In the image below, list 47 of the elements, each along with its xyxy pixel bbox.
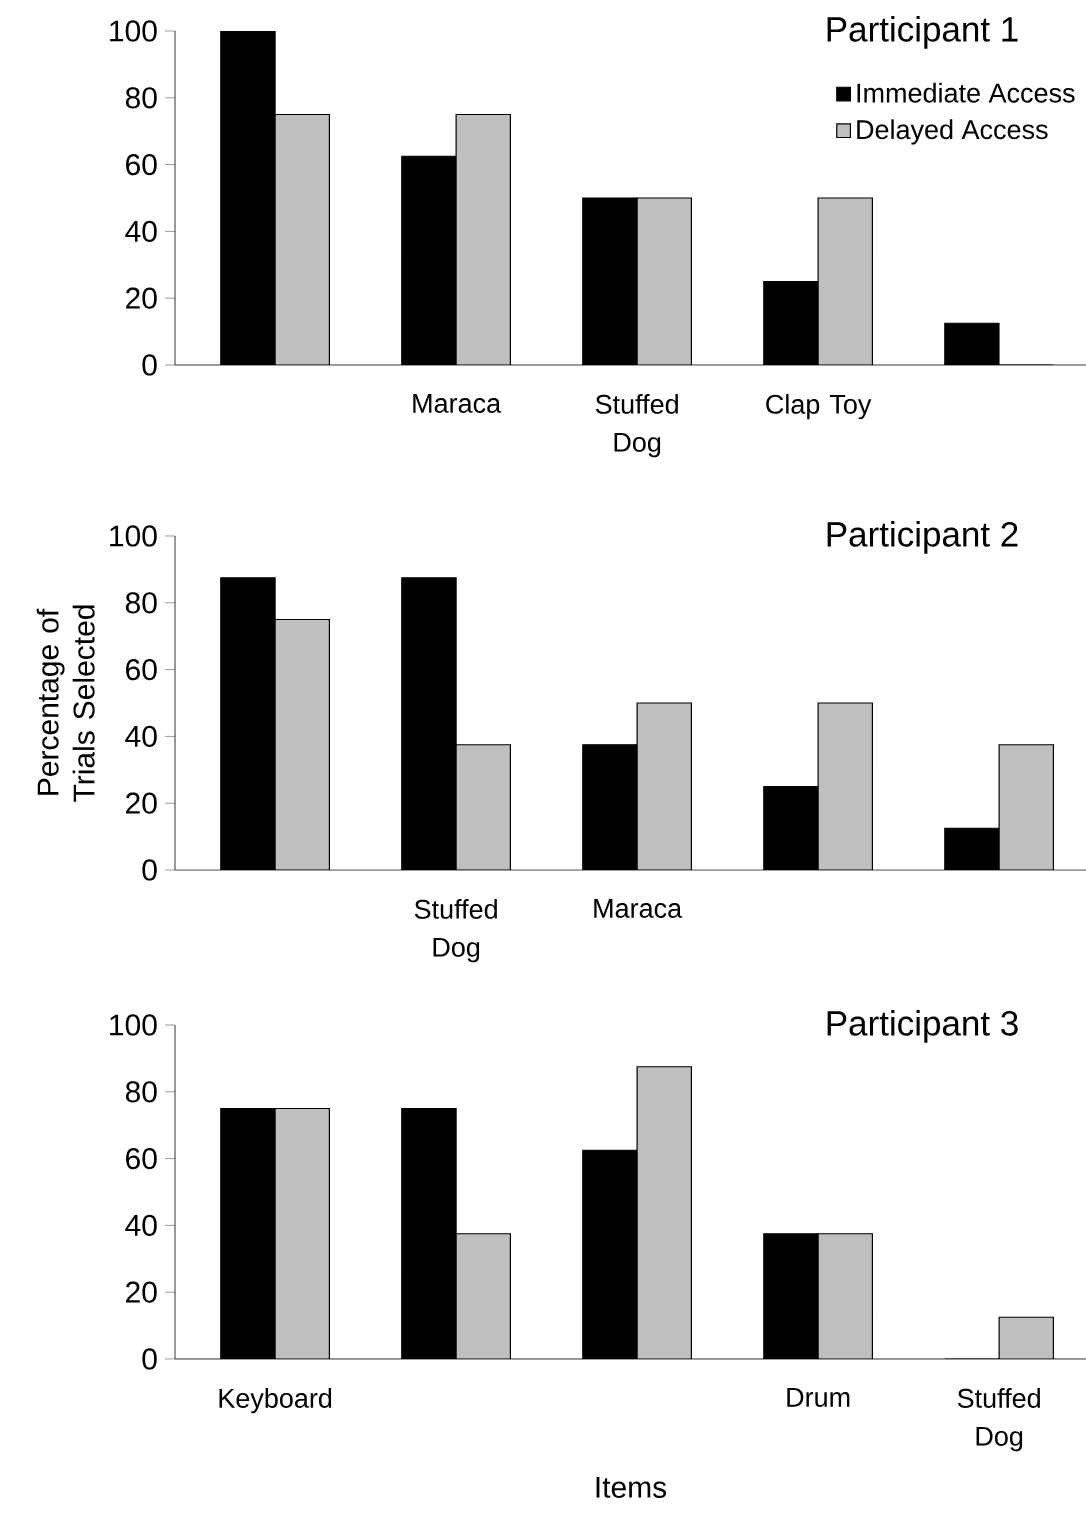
y-tick-label: 80 — [125, 87, 157, 109]
bar — [456, 114, 511, 365]
x-tick-label: Maraca — [413, 394, 502, 413]
y-tick-label: 100 — [110, 1014, 157, 1036]
y-tick-label: 60 — [126, 658, 157, 681]
bar — [275, 619, 330, 870]
bar — [456, 744, 511, 870]
y-tick-label: 20 — [126, 1281, 157, 1303]
x-axis-title: Items — [596, 1476, 667, 1498]
legend-label: Delayed Access — [857, 119, 1048, 145]
bar — [818, 1233, 873, 1359]
x-tick-label: Keyboard — [219, 1388, 332, 1414]
chart-title: Participant 2 — [827, 521, 1018, 554]
y-tick-label: 20 — [126, 287, 157, 309]
y-tick-label: 80 — [125, 1081, 157, 1103]
x-tick-label: Stuffed Dog — [957, 1388, 1040, 1452]
y-tick-label: 20 — [126, 792, 157, 814]
y-tick-label: 100 — [110, 525, 157, 547]
bar — [818, 197, 873, 365]
bar — [275, 114, 330, 365]
x-tick-label: Stuffed Dog — [414, 899, 497, 963]
y-tick-label: 80 — [125, 592, 157, 614]
y-tick-label: 40 — [125, 1214, 157, 1236]
y-tick-label: 40 — [125, 725, 157, 747]
bar — [275, 1108, 330, 1359]
y-tick-label: 0 — [142, 354, 157, 376]
y-tick-label: 60 — [126, 153, 157, 176]
bar — [456, 1233, 511, 1359]
bar — [637, 1066, 692, 1359]
legend-label: Immediate Access — [857, 82, 1075, 103]
chart-title: Participant 3 — [827, 1010, 1018, 1043]
bar — [998, 744, 1055, 870]
y-axis-title: Percentage of Trials Selected — [36, 605, 95, 802]
bar — [818, 702, 873, 870]
x-tick-label: Maraca — [594, 899, 683, 918]
y-tick-label: 0 — [142, 1348, 157, 1370]
bar — [637, 702, 692, 870]
x-tick-label: Drum — [787, 1388, 850, 1407]
y-tick-label: 40 — [125, 220, 157, 242]
chart-title: Participant 1 — [827, 16, 1018, 49]
bar — [998, 1316, 1055, 1359]
y-tick-label: 100 — [110, 20, 157, 42]
x-tick-label: Stuffed Dog — [595, 394, 678, 458]
y-tick-label: 0 — [142, 859, 157, 881]
x-tick-label: Clap Toy — [766, 394, 872, 420]
bar — [637, 197, 692, 365]
y-tick-label: 60 — [126, 1147, 157, 1170]
